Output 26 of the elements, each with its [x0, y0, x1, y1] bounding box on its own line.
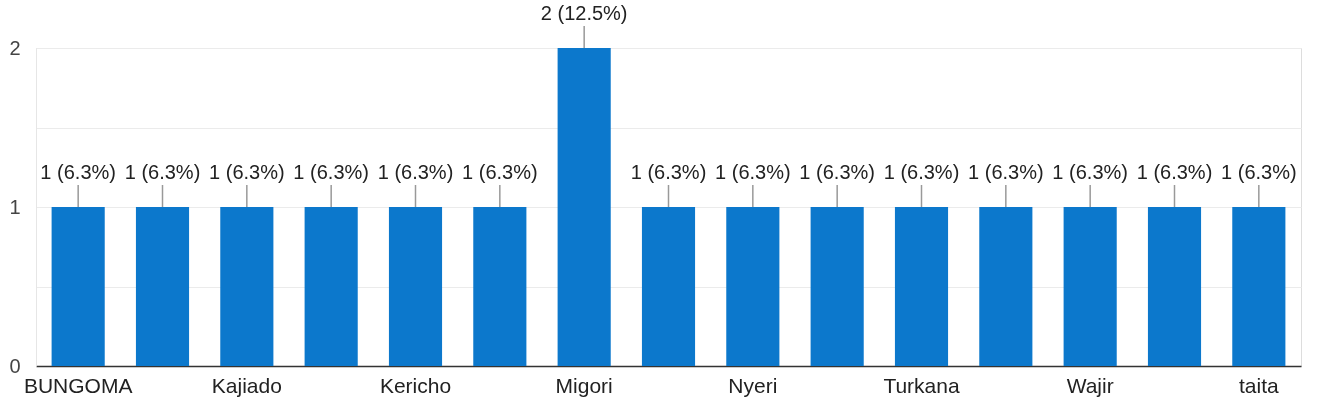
data-label: 1 (6.3%)	[209, 161, 285, 183]
data-label: 1 (6.3%)	[883, 161, 960, 183]
x-tick-label: Kericho	[379, 373, 452, 397]
y-tick-label: 1	[9, 195, 21, 218]
y-tick-label: 0	[9, 354, 21, 377]
data-label: 1 (6.3%)	[40, 161, 116, 183]
data-label: 1 (6.3%)	[293, 161, 369, 183]
data-label: 2 (12.5%)	[540, 2, 628, 24]
x-tick-label: BUNGOMA	[23, 373, 133, 397]
x-tick-label: Kajiado	[211, 373, 282, 397]
x-tick-label: Nyeri	[728, 373, 778, 397]
x-tick-label: Migori	[555, 373, 613, 397]
data-label: 1 (6.3%)	[1052, 161, 1128, 183]
data-label: 1 (6.3%)	[630, 161, 707, 183]
data-label: 1 (6.3%)	[377, 161, 454, 183]
data-label: 1 (6.3%)	[1221, 161, 1297, 183]
data-label: 1 (6.3%)	[799, 161, 875, 183]
y-tick-label: 2	[9, 36, 21, 59]
data-label: 1 (6.3%)	[715, 161, 791, 183]
data-label: 1 (6.3%)	[462, 161, 538, 183]
data-label: 1 (6.3%)	[968, 161, 1044, 183]
data-label: 1 (6.3%)	[124, 161, 201, 183]
x-tick-label: Turkana	[883, 373, 960, 397]
data-label: 1 (6.3%)	[1136, 161, 1213, 183]
x-tick-label: Wajir	[1066, 373, 1114, 397]
x-tick-label: taita	[1238, 373, 1279, 397]
